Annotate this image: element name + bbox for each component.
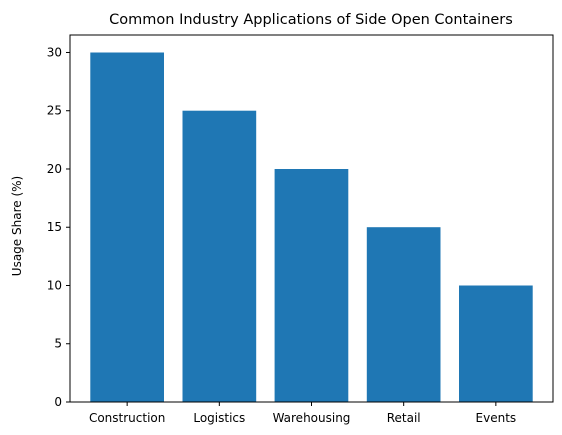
- x-tick-label: Logistics: [193, 411, 245, 425]
- y-tick-label: 0: [54, 395, 62, 409]
- y-tick-label: 25: [47, 104, 62, 118]
- y-tick-label: 20: [47, 162, 62, 176]
- y-tick-label: 15: [47, 220, 62, 234]
- bar-warehousing: [274, 169, 349, 402]
- y-tick-label: 5: [54, 337, 62, 351]
- y-axis-label: Usage Share (%): [10, 176, 24, 276]
- bar-logistics: [182, 110, 257, 402]
- plot-frame: [69, 34, 554, 403]
- bar-construction: [90, 52, 164, 402]
- x-tick-label: Events: [476, 411, 517, 425]
- x-tick-label: Warehousing: [273, 411, 351, 425]
- x-tick-label: Retail: [387, 411, 421, 425]
- x-axis-ticks: Construction Logistics Warehousing Retail Ev…: [89, 402, 516, 425]
- y-axis-ticks: 0 5 10 15 20 25 30: [47, 45, 70, 409]
- x-tick-label: Construction: [89, 411, 165, 425]
- y-tick-label: 10: [47, 278, 62, 292]
- y-tick-label: 30: [47, 45, 62, 59]
- bar-events: [459, 285, 533, 402]
- bars-group: [90, 52, 533, 402]
- chart-title: Common Industry Applications of Side Ope…: [109, 12, 513, 28]
- bar-retail: [366, 227, 441, 402]
